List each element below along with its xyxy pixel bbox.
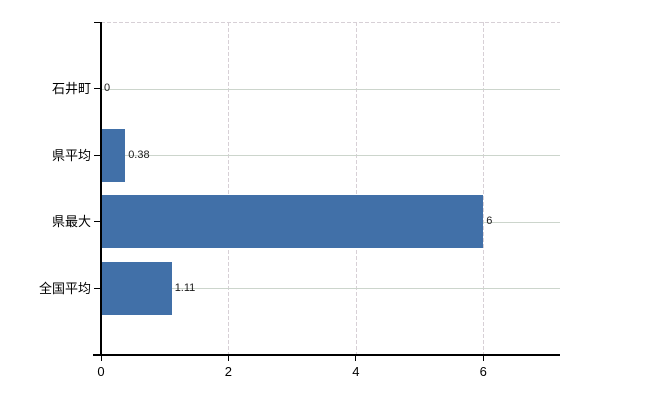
x-axis-tick	[100, 356, 102, 361]
category-label: 石井町	[51, 81, 91, 97]
horizontal-gridline	[101, 88, 560, 90]
bar	[101, 128, 126, 182]
category-label: 県平均	[51, 147, 91, 163]
category-label: 県最大	[51, 214, 91, 230]
vertical-gridline	[483, 22, 485, 355]
x-axis-tick	[482, 356, 484, 361]
y-axis-line	[100, 22, 102, 356]
y-axis-tick	[94, 154, 101, 156]
y-axis-tick	[94, 21, 101, 23]
x-axis-tick	[227, 356, 229, 361]
x-axis-line	[93, 354, 560, 356]
x-tick-label: 4	[352, 364, 360, 379]
vertical-gridline	[228, 22, 230, 355]
bar	[101, 195, 484, 249]
y-axis-tick	[94, 287, 101, 289]
bar	[101, 261, 172, 315]
bar-value-label: 0.38	[128, 148, 150, 161]
x-tick-label: 2	[224, 364, 233, 379]
y-axis-tick	[94, 221, 101, 223]
bar-value-label: 0	[104, 82, 111, 95]
x-tick-label: 6	[479, 364, 487, 379]
horizontal-gridline	[101, 155, 560, 157]
x-axis-tick	[355, 356, 357, 361]
bar-value-label: 1.11	[174, 281, 196, 294]
y-axis-tick	[94, 88, 101, 90]
vertical-gridline	[355, 22, 357, 355]
category-label: 全国平均	[38, 280, 91, 296]
x-tick-label: 0	[97, 364, 105, 379]
horizontal-gridline	[101, 288, 560, 290]
bar-value-label: 6	[486, 215, 493, 228]
plot-top-border	[101, 22, 560, 23]
